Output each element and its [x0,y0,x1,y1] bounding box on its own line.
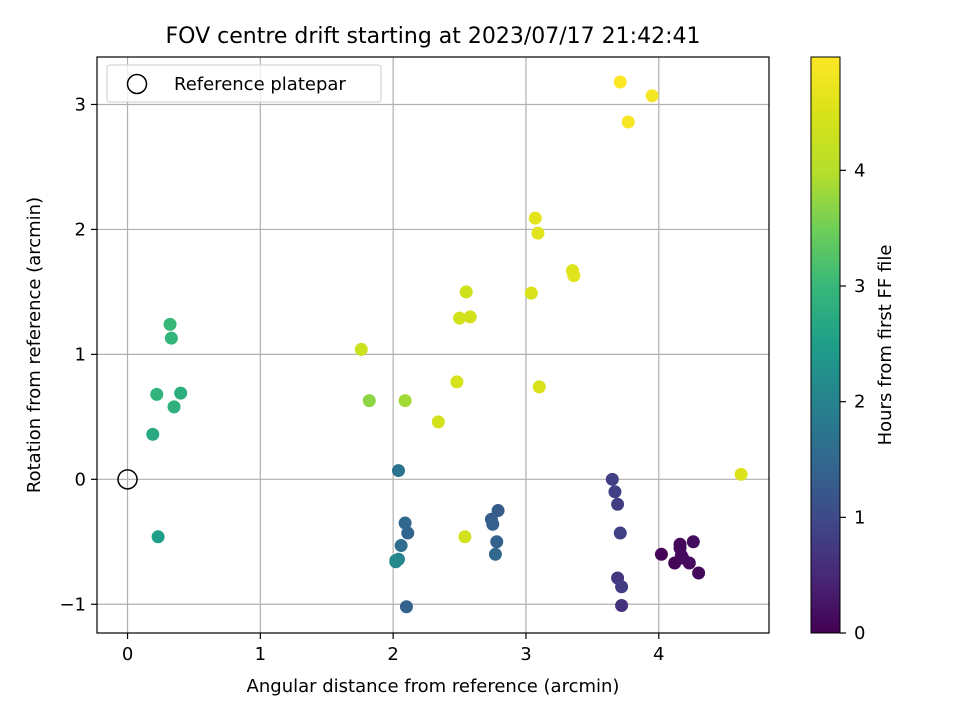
data-point [491,504,505,518]
colorbar-tick-layer: 0 1 2 3 4 [840,160,865,644]
y-tick-label: −1 [59,594,86,615]
data-point [645,89,659,103]
colorbar-gradient [810,56,841,634]
colorbar-tick-label: 0 [854,623,865,644]
y-tick-label: 2 [75,219,86,240]
data-point [567,269,581,283]
colorbar-label: Hours from first FF file [875,245,896,446]
x-tick-label: 2 [387,644,398,665]
data-point [615,599,629,613]
x-tick-label: 4 [653,644,664,665]
data-point [362,394,376,408]
data-point [613,526,627,540]
data-point [146,427,160,441]
data-point [399,600,413,614]
data-point [531,226,545,240]
grid-layer [97,57,769,633]
x-tick-label: 0 [122,644,133,665]
reference-marker [117,469,138,490]
data-point [532,380,546,394]
data-point [394,539,408,553]
data-point [450,375,464,389]
data-point [608,485,622,499]
data-point [164,331,178,345]
data-point [611,497,625,511]
data-point [686,535,700,549]
colorbar-tick-label: 4 [854,160,865,181]
reference-layer [117,469,138,490]
x-tick-label: 3 [520,644,531,665]
data-point [615,580,629,594]
data-point [163,317,177,331]
data-point [398,516,412,530]
data-point [463,310,477,324]
x-axis-label: Angular distance from reference (arcmin) [247,676,620,697]
legend-entry-label: Reference platepar [174,74,346,95]
y-tick-label: 3 [75,94,86,115]
data-point [682,556,696,570]
data-point [490,535,504,549]
data-point [486,517,500,531]
points-layer [146,75,748,614]
colorbar-tick-label: 3 [854,276,865,297]
data-point [151,530,165,544]
data-point [621,115,635,129]
x-tick-label: 1 [255,644,266,665]
data-point [150,387,164,401]
colorbar-tick-label: 2 [854,392,865,413]
data-point [734,467,748,481]
data-point [401,526,415,540]
data-point [389,555,403,569]
legend-box [106,64,382,103]
data-point [167,400,181,414]
data-point [692,566,706,580]
data-point [524,286,538,300]
y-tick-label: 0 [75,469,86,490]
data-point [354,342,368,356]
data-point [528,211,542,225]
y-tick-layer: −1 0 1 2 3 [59,94,97,615]
data-point [654,547,668,561]
chart-title: FOV centre drift starting at 2023/07/17 … [166,24,701,49]
data-point [174,386,188,400]
y-axis-label: Rotation from reference (arcmin) [24,197,45,493]
colorbar: 0 1 2 3 4 Hours from first FF file [810,56,896,644]
data-point [458,530,472,544]
data-point [453,311,467,325]
data-point [613,75,627,89]
legend: Reference platepar [106,64,382,103]
data-point [431,415,445,429]
x-tick-layer: 0 1 2 3 4 [122,633,664,665]
colorbar-tick-label: 1 [854,507,865,528]
legend-reference-marker [126,73,148,95]
data-point [398,394,412,408]
data-point [488,547,502,561]
data-point [459,285,473,299]
data-point [391,464,405,478]
y-tick-label: 1 [75,344,86,365]
data-point [605,472,619,486]
plot-frame [96,56,770,634]
